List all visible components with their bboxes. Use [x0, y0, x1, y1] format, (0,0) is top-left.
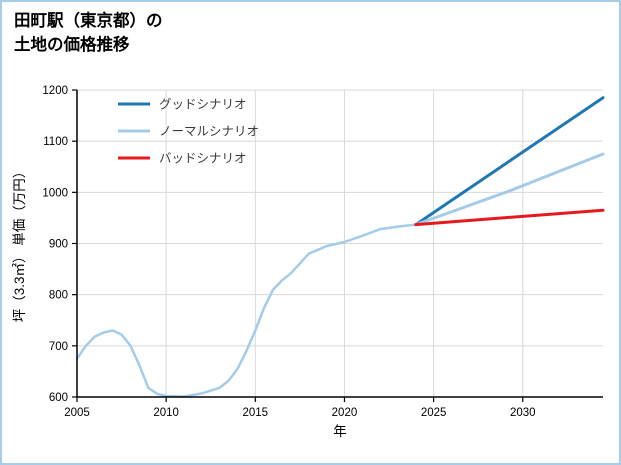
x-tick-label: 2030: [510, 407, 536, 419]
chart-title: 田町駅（東京都）の 土地の価格推移: [14, 10, 163, 58]
x-tick-label: 2015: [243, 407, 269, 419]
chart-title-line1: 田町駅（東京都）の: [14, 12, 163, 30]
x-axis-label: 年: [333, 424, 347, 439]
y-axis-label: 坪（3.3㎡） 単価（万円）: [12, 165, 27, 323]
y-tick-label: 1000: [42, 187, 68, 199]
series-line-normal: [414, 152, 605, 227]
x-tick-label: 2020: [332, 407, 358, 419]
x-tick-label: 2005: [64, 407, 90, 419]
series-line-bad: [414, 208, 605, 227]
y-tick-label: 700: [49, 341, 68, 353]
series-line-history: [75, 223, 418, 398]
y-tick-label: 600: [49, 392, 68, 404]
y-tick-label: 800: [49, 290, 68, 302]
y-tick-label: 900: [49, 239, 68, 251]
y-tick-label: 1200: [42, 85, 68, 97]
y-tick-label: 1100: [43, 136, 68, 148]
legend-label-normal: ノーマルシナリオ: [159, 125, 259, 139]
x-tick-label: 2025: [421, 407, 447, 419]
legend-label-bad: バッドシナリオ: [159, 152, 247, 166]
series-line-good: [414, 96, 605, 227]
chart-title-line2: 土地の価格推移: [14, 35, 130, 54]
x-tick-label: 2010: [153, 407, 179, 419]
legend-label-good: グッドシナリオ: [159, 98, 247, 112]
